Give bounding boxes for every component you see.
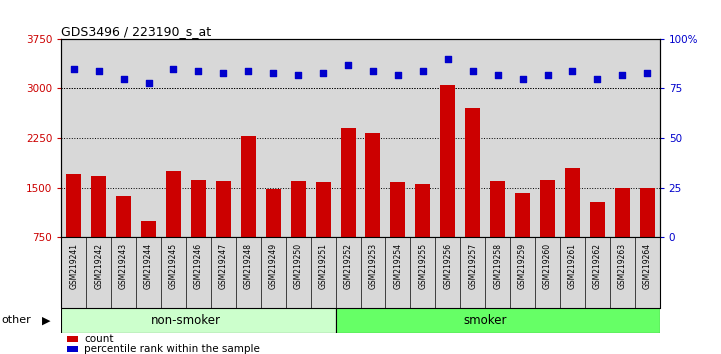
Text: GSM219244: GSM219244 [144,243,153,289]
Text: GSM219262: GSM219262 [593,243,602,289]
Point [267,70,279,75]
Text: GSM219243: GSM219243 [119,243,128,289]
Bar [291,181,306,237]
Bar [490,181,505,237]
Bar [391,182,405,237]
Point [492,72,503,78]
Text: non-smoker: non-smoker [151,314,221,327]
Text: GSM219253: GSM219253 [368,243,378,289]
Point [642,70,653,75]
Text: other: other [1,315,31,325]
Point [242,68,254,74]
Bar [590,202,605,237]
Bar [415,184,430,237]
Text: count: count [84,334,113,344]
Text: GSM219254: GSM219254 [394,243,402,289]
Point [392,72,404,78]
Bar [465,108,480,237]
Point [68,66,79,72]
Bar [565,168,580,237]
Text: GSM219263: GSM219263 [618,243,627,289]
Text: ▶: ▶ [42,315,50,325]
Text: smoker: smoker [464,314,507,327]
Point [592,76,603,81]
Text: GSM219245: GSM219245 [169,243,178,289]
Point [541,72,553,78]
Text: GSM219264: GSM219264 [642,243,652,289]
Text: GSM219258: GSM219258 [493,243,502,289]
Text: GDS3496 / 223190_s_at: GDS3496 / 223190_s_at [61,25,211,38]
Point [467,68,479,74]
Bar [141,221,156,237]
Text: GSM219255: GSM219255 [418,243,428,289]
Point [367,68,379,74]
Bar [615,188,630,237]
Bar [335,308,660,333]
Point [417,68,428,74]
Bar [67,346,78,352]
Point [567,68,578,74]
Text: GSM219246: GSM219246 [194,243,203,289]
Bar [266,189,280,237]
Point [218,70,229,75]
Text: percentile rank within the sample: percentile rank within the sample [84,344,260,354]
Point [93,68,105,74]
Point [342,62,354,68]
Text: GSM219252: GSM219252 [343,243,353,289]
Point [317,70,329,75]
Point [168,66,180,72]
Bar [316,182,330,237]
Bar [191,180,206,237]
Point [442,56,454,62]
Point [118,76,129,81]
Bar [241,136,256,237]
Text: GSM219260: GSM219260 [543,243,552,289]
Text: GSM219250: GSM219250 [293,243,303,289]
Point [193,68,204,74]
Bar [515,193,530,237]
Bar [166,171,181,237]
Text: GSM219251: GSM219251 [319,243,327,289]
Bar [441,85,455,237]
Text: GSM219259: GSM219259 [518,243,527,289]
Bar [366,133,381,237]
Text: GSM219256: GSM219256 [443,243,452,289]
Bar [67,336,78,342]
Point [517,76,528,81]
Bar [340,128,355,237]
Point [293,72,304,78]
Point [143,80,154,85]
Bar [116,195,131,237]
Text: GSM219242: GSM219242 [94,243,103,289]
Bar [640,188,655,237]
Text: GSM219257: GSM219257 [468,243,477,289]
Point [616,72,628,78]
Bar [91,176,106,237]
Text: GSM219249: GSM219249 [269,243,278,289]
Text: GSM219247: GSM219247 [219,243,228,289]
Text: GSM219248: GSM219248 [244,243,253,289]
Bar [216,181,231,237]
Bar [540,180,555,237]
Bar [66,175,81,237]
Bar [61,308,335,333]
Text: GSM219241: GSM219241 [69,243,79,289]
Text: GSM219261: GSM219261 [568,243,577,289]
